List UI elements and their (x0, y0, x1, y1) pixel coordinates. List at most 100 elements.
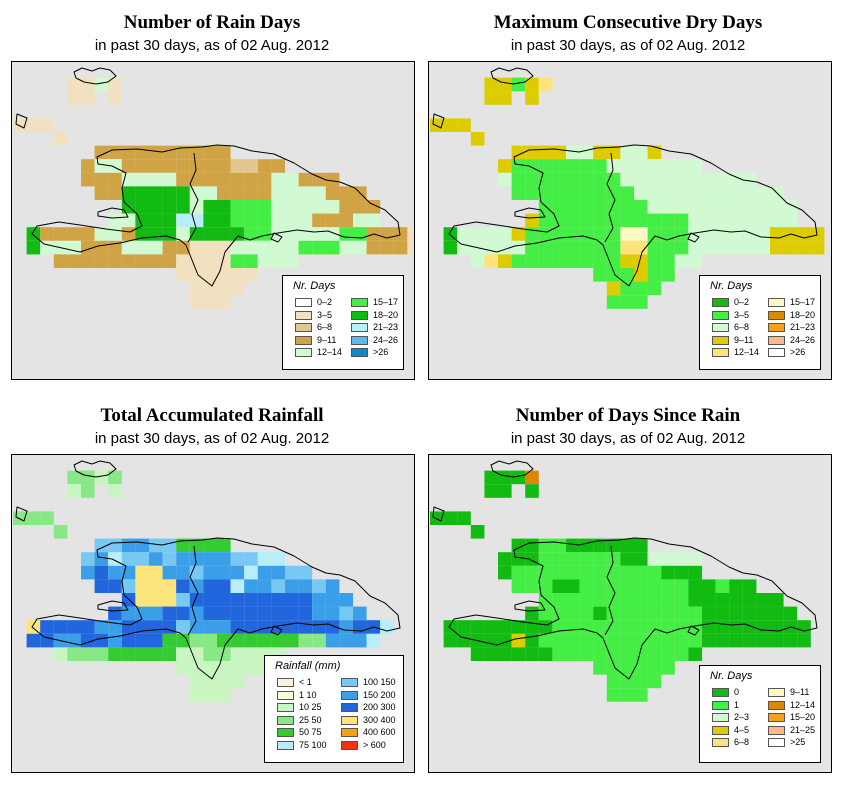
hispaniola-coastline (31, 144, 401, 287)
grid-cell (257, 593, 272, 607)
legend-title: Nr. Days (710, 280, 753, 292)
grid-cell (135, 633, 149, 648)
grid-cell (244, 227, 258, 241)
grid-cell (244, 565, 258, 580)
grid-cell (149, 633, 163, 648)
grid-cell (121, 213, 136, 228)
grid-cell (257, 579, 272, 593)
grid-cell (661, 240, 675, 255)
grid-cell (312, 213, 326, 228)
grid-cell (566, 633, 580, 648)
grid-cell (149, 145, 163, 160)
legend-label: 0–2 (734, 297, 750, 307)
grid-cell (203, 281, 217, 296)
country-border (604, 545, 616, 636)
grid-cell (94, 647, 109, 661)
grid-cell (203, 647, 217, 661)
grid-cell (742, 579, 757, 593)
grid-cell (634, 268, 648, 282)
grid-cell (298, 240, 313, 255)
grid-cell (688, 633, 702, 648)
grid-cell (511, 254, 526, 268)
grid-cell (470, 647, 485, 661)
grid-cell (443, 511, 458, 525)
legend-swatch (277, 690, 294, 700)
grid-cell (674, 213, 689, 228)
grid-cell (620, 538, 634, 553)
grid-cell (552, 213, 566, 228)
grid-cell (53, 620, 68, 634)
grid-cell (566, 647, 580, 661)
legend-label: >26 (373, 347, 389, 357)
grid-cell (121, 240, 136, 255)
legend-label: 12–14 (790, 699, 816, 710)
island-coastline (490, 460, 534, 478)
grid-cell (312, 172, 326, 187)
grid-cell (230, 674, 245, 689)
grid-cell (647, 633, 662, 648)
grid-cell (230, 606, 245, 621)
legend-label: 400 600 (363, 727, 396, 737)
legend-label: 1 (734, 699, 740, 710)
grid-cell (189, 295, 204, 309)
grid-cell (298, 186, 313, 200)
grid-cell (810, 227, 825, 241)
grid-cell (121, 538, 136, 553)
grid-cell (770, 240, 784, 255)
grid-cell (176, 159, 190, 173)
grid-cell (634, 606, 648, 621)
map-panel-rain-days: Nr. Days 0–2 3–5 6–8 9–11 12–14 15–17 18–20 21–… (11, 61, 415, 380)
grid-cell (674, 606, 689, 621)
grid-cell (285, 240, 299, 255)
grid-cell (271, 633, 285, 648)
grid-cell (149, 620, 163, 634)
grid-cell (620, 565, 634, 580)
grid-cell (325, 593, 340, 607)
grid-cell (688, 186, 702, 200)
grid-cell (203, 661, 217, 675)
grid-cell (742, 172, 757, 187)
legend-swatch (768, 348, 785, 357)
grid-cell (162, 620, 177, 634)
grid-cell (135, 254, 149, 268)
grid-cell (647, 240, 662, 255)
grid-cell (620, 240, 634, 255)
grid-cell (257, 552, 272, 566)
legend-swatch (341, 690, 358, 700)
legend-label: 9–11 (317, 334, 337, 345)
grid-cell (244, 633, 258, 648)
grid-cell (244, 159, 258, 173)
grid-cell (688, 647, 702, 661)
grid-cell (108, 172, 122, 187)
island-coastline (687, 625, 700, 636)
grid-cell (552, 633, 566, 648)
grid-cell (647, 186, 662, 200)
grid-cell (217, 268, 231, 282)
grid-cell (770, 633, 784, 648)
grid-cell (566, 200, 580, 214)
grid-cell (715, 240, 730, 255)
map-grid-rain-days (13, 67, 414, 309)
grid-cell (312, 227, 326, 241)
grid-cell (593, 579, 607, 593)
grid-cell (94, 254, 109, 268)
grid-cell (552, 538, 566, 553)
grid-cell (702, 593, 716, 607)
grid-cell (566, 552, 580, 566)
country-border (187, 545, 199, 636)
grid-cell (525, 565, 539, 580)
grid-cell (176, 565, 190, 580)
legend-swatch (712, 310, 729, 320)
legend-label: 15–17 (790, 297, 816, 307)
grid-cell (770, 200, 784, 214)
grid-cell (715, 593, 730, 607)
grid-cell (634, 240, 648, 255)
grid-cell (647, 579, 662, 593)
legend-label: 50 75 (299, 727, 322, 737)
legend-label: 200 300 (363, 702, 396, 712)
grid-cell (729, 213, 743, 228)
grid-cell (176, 620, 190, 634)
grid-cell (257, 633, 272, 648)
grid-cell (579, 565, 594, 580)
grid-cell (634, 593, 648, 607)
